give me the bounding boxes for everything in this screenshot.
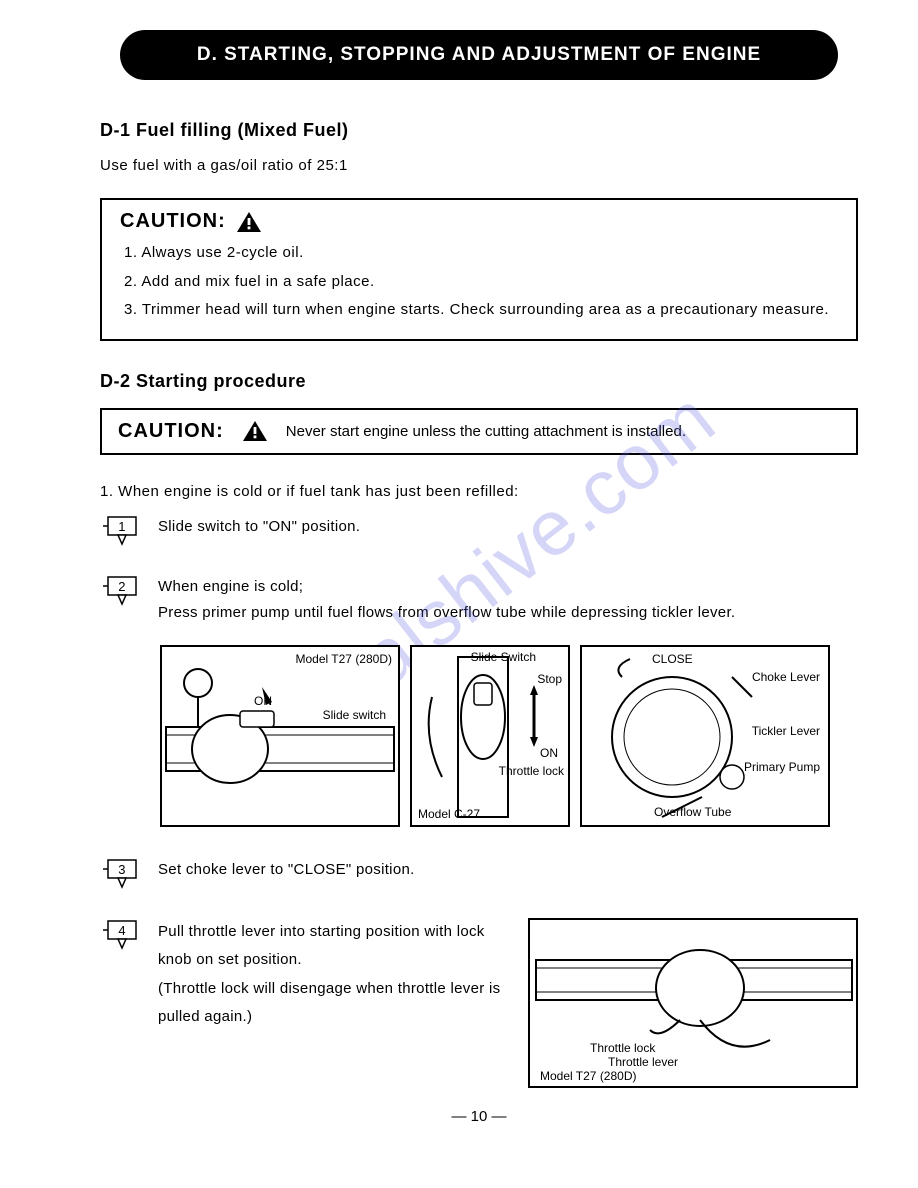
step-badge-icon: 4 [100,920,144,955]
step-badge-icon: 1 [100,516,144,555]
fig-stop-label: Stop [537,673,562,686]
warning-icon [236,211,262,233]
caution-list: 1. Always use 2-cycle oil. 2. Add and mi… [124,239,838,325]
d2-title: D-2 Starting procedure [100,371,858,392]
svg-text:4: 4 [118,923,125,938]
figure-illustration [162,647,398,825]
fig-model-label: Model C-27 [418,808,480,821]
fig-model-label: Model T27 (280D) [540,1070,637,1083]
d1-intro: Use fuel with a gas/oil ratio of 25:1 [100,157,858,174]
fig-slide-label: Slide Switch [471,651,536,664]
step-1: 1 Slide switch to "ON" position. [100,514,858,555]
page-number: — 10 — [100,1108,858,1125]
figure-illustration [530,920,856,1086]
step-text: Set choke lever to "CLOSE" position. [158,857,858,883]
fig-overflow-label: Overflow Tube [654,806,731,819]
svg-text:3: 3 [118,862,126,877]
manual-page: manualshive.com D. STARTING, STOPPING AN… [0,0,918,1155]
d2-lead: 1. When engine is cold or if fuel tank h… [100,483,858,500]
fig-choke-label: Choke Lever [752,671,820,684]
step-3: 3 Set choke lever to "CLOSE" position. [100,857,858,898]
warning-icon [242,420,268,442]
step-text-line: Press primer pump until fuel flows from … [158,604,735,621]
fig-tlock-label: Throttle lock [499,765,564,778]
step-text: When engine is cold; Press primer pump u… [158,574,858,625]
caution-item: 2. Add and mix fuel in a safe place. [124,268,838,297]
caution-box-d2: CAUTION: Never start engine unless the c… [100,408,858,455]
caution-item: 3. Trimmer head will turn when engine st… [124,296,838,325]
fig-tlock-label: Throttle lock [590,1042,655,1055]
fig-tlever-label: Throttle lever [608,1056,678,1069]
fig-on-label: ON [540,747,558,760]
step-badge-icon: 3 [100,859,144,898]
fig-model-label: Model T27 (280D) [296,653,393,666]
step-text: Slide switch to "ON" position. [158,514,858,540]
d1-title: D-1 Fuel filling (Mixed Fuel) [100,120,858,141]
step-text-line: (Throttle lock will disengage when throt… [158,980,500,1026]
caution-item: 1. Always use 2-cycle oil. [124,239,838,268]
figure-4: Throttle lock Throttle lever Model T27 (… [528,918,858,1088]
caution-label: CAUTION: [120,210,226,233]
caution-box-d1: CAUTION: 1. Always use 2-cycle oil. 2. A… [100,198,858,341]
figure-row-1: Model T27 (280D) ON Slide switch Slide S… [160,645,858,827]
section-header: D. STARTING, STOPPING AND ADJUSTMENT OF … [120,30,838,80]
step-4: 4 Pull throttle lever into starting posi… [100,918,858,1088]
step-badge-icon: 2 [100,576,144,615]
fig-close-label: CLOSE [652,653,693,666]
caution-label: CAUTION: [118,420,224,443]
figure-3: CLOSE Choke Lever Tickler Lever Primary … [580,645,830,827]
step-text-line: Pull throttle lever into starting positi… [158,923,485,969]
fig-slide-label: Slide switch [323,709,386,722]
fig-tickler-label: Tickler Lever [752,725,820,738]
caution-text: Never start engine unless the cutting at… [286,423,686,440]
svg-text:2: 2 [118,579,126,594]
figure-1: Model T27 (280D) ON Slide switch [160,645,400,827]
caution-header: CAUTION: [120,210,838,233]
svg-text:1: 1 [118,519,126,534]
step-text-line: When engine is cold; [158,578,303,595]
step-text: Pull throttle lever into starting positi… [158,918,514,1032]
figure-2: Slide Switch Stop ON Throttle lock Model… [410,645,570,827]
fig-pump-label: Primary Pump [744,761,820,774]
fig-on-label: ON [254,695,272,708]
step-2: 2 When engine is cold; Press primer pump… [100,574,858,625]
